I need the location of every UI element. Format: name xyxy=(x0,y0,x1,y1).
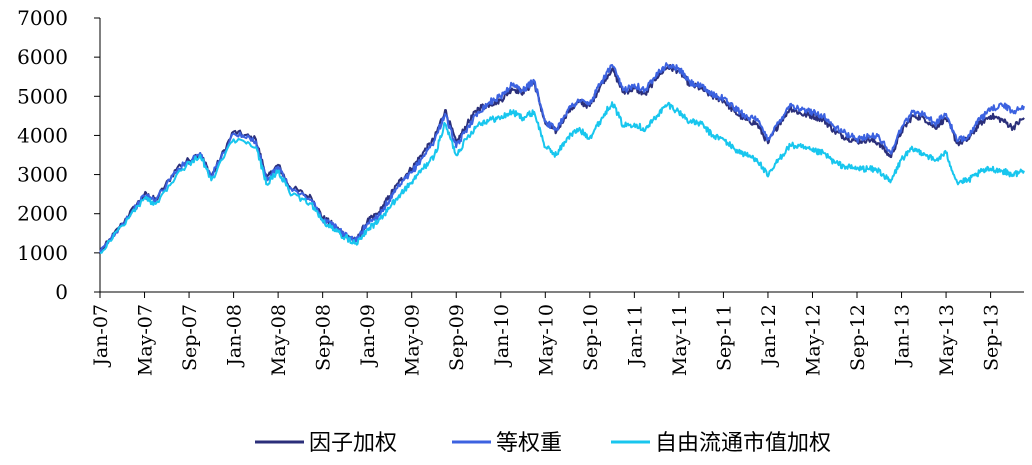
x-tick-label: May-12 xyxy=(802,304,824,376)
x-tick-label: Jan-11 xyxy=(624,304,646,368)
series-lines xyxy=(99,62,1025,254)
legend-label-0: 因子加权 xyxy=(309,431,397,456)
x-tick-label: Jan-10 xyxy=(491,304,513,368)
axes xyxy=(99,18,1024,293)
x-tick-label: May-09 xyxy=(402,304,424,376)
legend: 因子加权 等权重 自由流通市值加权 xyxy=(255,431,831,456)
y-tick-label: 1000 xyxy=(17,241,68,265)
x-tick-label: Sep-09 xyxy=(446,304,468,371)
series-line-2 xyxy=(99,101,1025,254)
x-tick-label: Jan-09 xyxy=(357,304,379,368)
series-line-0 xyxy=(99,64,1025,254)
x-tick-label: May-11 xyxy=(669,304,691,376)
x-tick-label: Sep-10 xyxy=(580,304,602,371)
y-tick-label: 6000 xyxy=(17,45,68,69)
x-tick-label: Jan-07 xyxy=(90,304,112,368)
y-tick-label: 0 xyxy=(55,280,68,304)
x-ticks: Jan-07 May-07 Sep-07 Jan-08 May-08 Sep-08 Jan-… xyxy=(90,292,1003,376)
y-tick-label: 3000 xyxy=(17,163,68,187)
series-line-1 xyxy=(99,62,1025,254)
x-tick-label: Jan-13 xyxy=(892,304,914,368)
x-tick-label: Sep-07 xyxy=(179,304,201,371)
x-tick-label: Jan-08 xyxy=(224,304,246,368)
y-tick-label: 7000 xyxy=(17,6,68,30)
y-tick-label: 5000 xyxy=(17,84,68,108)
y-ticks: 0 1000 2000 3000 4000 5000 6000 7000 xyxy=(17,6,100,304)
x-tick-label: Sep-11 xyxy=(713,304,735,371)
legend-label-2: 自由流通市值加权 xyxy=(655,431,831,456)
x-tick-label: May-13 xyxy=(936,304,958,376)
legend-label-1: 等权重 xyxy=(496,431,562,456)
x-tick-label: May-08 xyxy=(268,304,290,376)
x-tick-label: Sep-13 xyxy=(981,304,1003,371)
y-tick-label: 4000 xyxy=(17,123,68,147)
x-tick-label: Sep-12 xyxy=(847,304,869,371)
x-tick-label: Jan-12 xyxy=(758,304,780,368)
x-tick-label: Sep-08 xyxy=(313,304,335,371)
x-tick-label: May-07 xyxy=(135,304,157,376)
x-tick-label: May-10 xyxy=(535,304,557,376)
y-tick-label: 2000 xyxy=(17,202,68,226)
